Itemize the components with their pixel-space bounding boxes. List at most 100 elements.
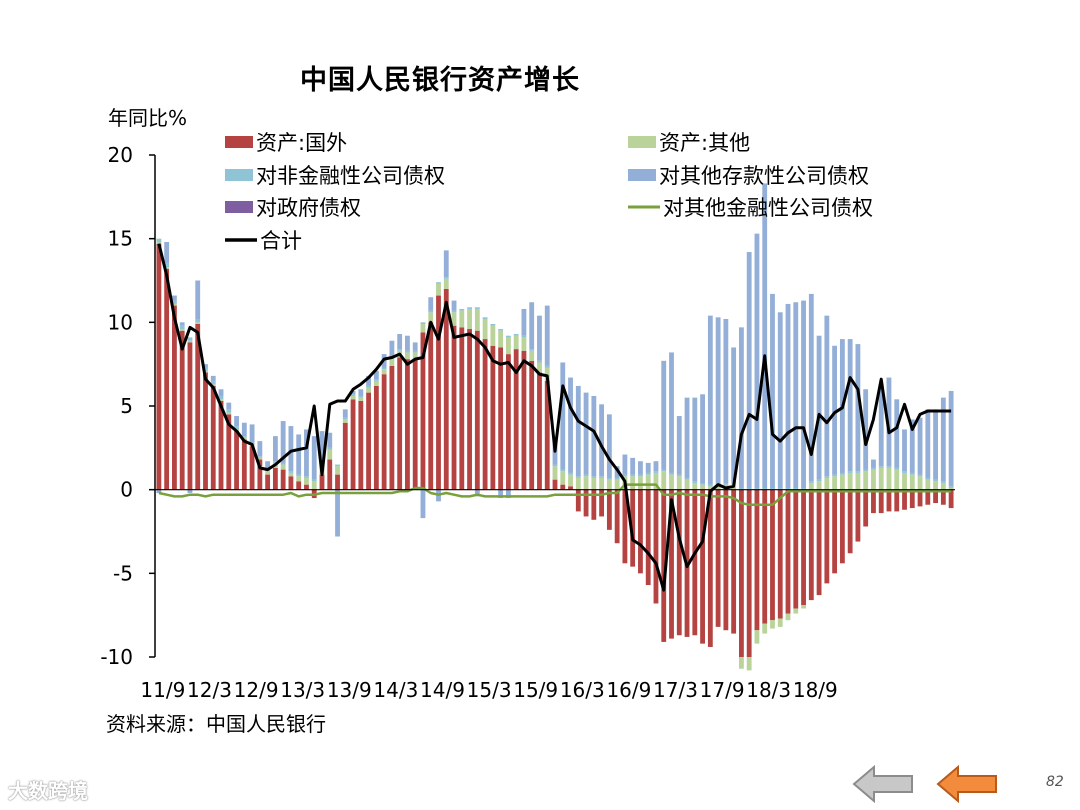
bar-s2-50 (544, 365, 550, 368)
bar-s0-63 (645, 489, 651, 586)
bar-s3-5 (195, 280, 201, 319)
legend-swatch (628, 136, 656, 148)
bar-s3-72 (715, 317, 721, 485)
bar-s3-86 (824, 315, 830, 477)
bar-s2-9 (226, 409, 232, 413)
bar-s0-14 (265, 474, 271, 490)
bar-s0-61 (630, 489, 636, 567)
bar-s0-13 (257, 459, 263, 490)
x-tick-label: 15/3 (467, 678, 512, 702)
bar-s0-67 (676, 489, 682, 636)
bar-s0-94 (886, 489, 892, 512)
bar-s1-81 (785, 613, 791, 621)
bar-s3-92 (871, 459, 876, 468)
bar-s1-70 (700, 484, 705, 490)
bar-s1-75 (739, 657, 744, 669)
bar-s2-100 (933, 479, 938, 482)
bar-s0-15 (272, 467, 278, 490)
bar-s3-49 (537, 315, 542, 361)
x-tick-label: 15/9 (513, 678, 558, 702)
bar-s0-93 (878, 489, 884, 514)
bar-s1-64 (653, 472, 659, 490)
y-tick-label: -10 (100, 645, 133, 669)
bar-s3-12 (249, 424, 255, 443)
bar-s2-13 (257, 456, 263, 458)
bar-s0-98 (917, 489, 923, 507)
bar-s1-26 (358, 397, 364, 401)
bar-s2-102 (948, 486, 954, 488)
bar-s2-16 (280, 462, 286, 465)
bar-s0-3 (179, 330, 185, 490)
bar-s3-101 (940, 397, 946, 482)
legend-label: 合计 (260, 229, 302, 253)
bar-s2-93 (878, 466, 884, 468)
bar-s2-65 (661, 469, 667, 472)
bar-s2-22 (327, 447, 333, 450)
bar-s1-58 (606, 479, 612, 490)
bar-s3-35 (428, 297, 434, 311)
bar-s0-58 (606, 489, 612, 530)
bar-s2-39 (459, 308, 465, 311)
bar-s0-77 (754, 489, 760, 631)
bar-s2-33 (412, 350, 418, 353)
bar-s1-68 (684, 479, 690, 490)
bar-s1-11 (241, 437, 247, 440)
bar-s2-73 (723, 482, 729, 485)
bar-s1-59 (614, 479, 620, 490)
bar-s3-85 (816, 335, 822, 480)
back-arrow-icon[interactable] (852, 765, 916, 803)
bar-s2-84 (808, 481, 814, 483)
bar-s3-102 (948, 390, 954, 487)
x-tick-label: 16/3 (560, 678, 605, 702)
bar-s3-70 (700, 394, 705, 483)
bar-s3-6 (203, 364, 208, 368)
bar-s2-92 (871, 467, 876, 470)
legend-swatch (225, 201, 253, 213)
bar-s3-66 (669, 352, 674, 473)
bar-s3-75 (739, 327, 744, 488)
previous-arrow-icon[interactable] (936, 765, 1000, 803)
bar-s0-33 (412, 359, 418, 490)
y-axis-label: 年同比% (108, 106, 188, 130)
bar-s3-4 (187, 489, 193, 494)
bar-s0-26 (358, 400, 364, 490)
bar-s2-23 (335, 464, 340, 467)
bar-s1-78 (762, 623, 768, 634)
bar-s3-55 (583, 392, 589, 475)
bar-s2-38 (451, 310, 457, 313)
bar-s2-62 (638, 474, 643, 477)
bar-s2-24 (342, 417, 348, 420)
bar-s3-97 (909, 419, 915, 473)
bar-s3-100 (933, 409, 938, 480)
bar-s1-100 (933, 481, 938, 490)
bar-s0-80 (777, 489, 783, 619)
bar-s2-94 (886, 466, 892, 468)
bar-s0-99 (925, 489, 931, 505)
bar-s3-95 (894, 399, 900, 468)
bar-s2-76 (746, 487, 752, 490)
bar-s1-79 (770, 620, 775, 629)
bar-s2-31 (397, 349, 403, 351)
bar-s0-66 (669, 489, 674, 639)
bar-s1-13 (257, 457, 263, 460)
bar-s0-17 (288, 476, 294, 490)
bar-s2-85 (816, 479, 822, 482)
bar-s2-53 (568, 472, 573, 475)
x-tick-label: 18/9 (793, 678, 838, 702)
bar-s2-101 (940, 481, 946, 483)
bar-s3-50 (544, 305, 550, 366)
y-tick-label: 10 (108, 310, 133, 334)
bar-s0-28 (373, 385, 379, 490)
bar-s3-65 (661, 360, 667, 470)
bar-s1-43 (490, 325, 496, 346)
bar-s1-39 (459, 310, 465, 328)
bar-s2-44 (498, 329, 504, 331)
x-tick-label: 14/3 (373, 678, 418, 702)
y-tick-label: 0 (120, 478, 133, 502)
bar-s3-16 (280, 421, 286, 463)
bar-s1-56 (591, 477, 597, 490)
bar-s3-58 (606, 414, 612, 478)
bar-s0-88 (839, 489, 845, 564)
bar-s3-9 (226, 402, 232, 410)
bar-s2-47 (521, 335, 527, 338)
